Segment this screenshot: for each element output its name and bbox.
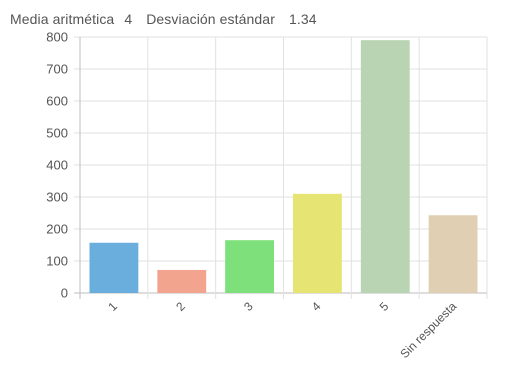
- bar: [292, 193, 342, 293]
- mean-value: 4: [124, 11, 133, 27]
- y-tick-label: 0: [61, 286, 68, 301]
- bar: [225, 240, 275, 293]
- y-tick-label: 400: [46, 158, 68, 173]
- statistics-summary: Media aritmética 4 Desviación estándar 1.34: [10, 11, 317, 27]
- y-tick-label: 300: [46, 190, 68, 205]
- y-tick-label: 600: [46, 94, 68, 109]
- bar: [428, 215, 478, 293]
- mean-label: Media aritmética: [10, 11, 115, 27]
- x-tick-label: Sin respuesta: [397, 299, 459, 361]
- x-tick-label: 4: [309, 299, 324, 314]
- bar: [360, 40, 410, 294]
- x-tick-label: 2: [173, 299, 188, 314]
- std-value: 1.34: [288, 11, 317, 27]
- bar: [157, 269, 207, 293]
- x-tick-label: 3: [241, 299, 256, 314]
- std-label: Desviación estándar: [146, 11, 275, 27]
- x-tick-label: 5: [377, 299, 392, 314]
- y-tick-label: 800: [46, 30, 68, 45]
- bar: [89, 242, 139, 293]
- y-tick-label: 700: [46, 62, 68, 77]
- y-tick-label: 100: [46, 254, 68, 269]
- y-tick-label: 200: [46, 222, 68, 237]
- x-tick-label: 1: [105, 299, 120, 314]
- y-tick-label: 500: [46, 126, 68, 141]
